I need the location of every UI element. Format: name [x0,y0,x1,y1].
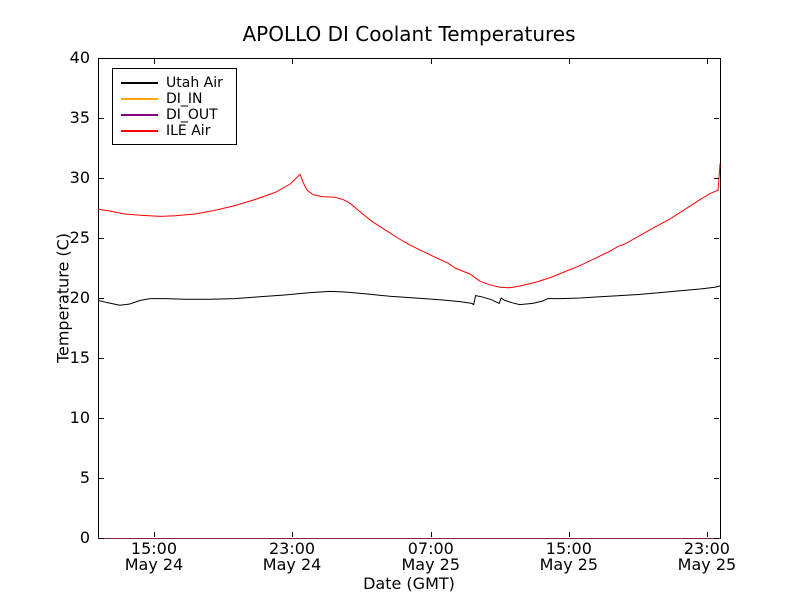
x-tick-label: 15:00 May 25 [514,541,624,573]
x-tick-label: 07:00 May 25 [376,541,486,573]
y-tick-label: 35 [69,108,90,127]
x-tick-label: 23:00 May 25 [652,541,762,573]
legend-label: DI_IN [166,91,203,107]
legend-row-utah-air: Utah Air [121,75,228,91]
legend-line-sample [121,114,158,116]
y-tick-label: 20 [69,288,90,307]
y-tick-label: 40 [69,48,90,67]
x-tick-date: May 25 [539,555,599,574]
y-tick-label: 25 [69,228,90,247]
x-tick-time: 23:00 [683,539,730,558]
x-tick-label: 15:00 May 24 [99,541,209,573]
x-tick-time: 23:00 [269,539,316,558]
series-line-ile-air [97,163,721,289]
legend-line-sample [121,98,158,100]
x-tick-date: May 24 [262,555,322,574]
x-tick-date: May 24 [124,555,184,574]
x-tick-date: May 25 [401,555,461,574]
legend-label: Utah Air [166,75,223,91]
x-tick-date: May 25 [677,555,737,574]
legend-line-sample [121,82,158,84]
y-tick-label: 0 [79,528,90,547]
x-tick-time: 07:00 [407,539,454,558]
legend: Utah Air DI_IN DI_OUT ILE Air [112,68,237,145]
legend-row-di-out: DI_OUT [121,107,228,123]
legend-label: ILE Air [166,123,211,139]
chart-title: APOLLO DI Coolant Temperatures [242,22,576,46]
x-tick-time: 15:00 [130,539,178,558]
x-tick-time: 15:00 [545,539,592,558]
x-tick-label: 23:00 May 24 [237,541,347,573]
y-tick-label: 30 [69,168,90,187]
y-tick-label: 15 [69,348,90,367]
y-tick-label: 10 [69,408,90,427]
series-line-utah-air [97,285,721,306]
x-axis-label: Date (GMT) [363,574,455,593]
y-tick-label: 5 [79,468,90,487]
legend-line-sample [121,130,158,132]
legend-row-di-in: DI_IN [121,91,228,107]
legend-row-ile-air: ILE Air [121,123,228,139]
legend-label: DI_OUT [166,107,218,123]
